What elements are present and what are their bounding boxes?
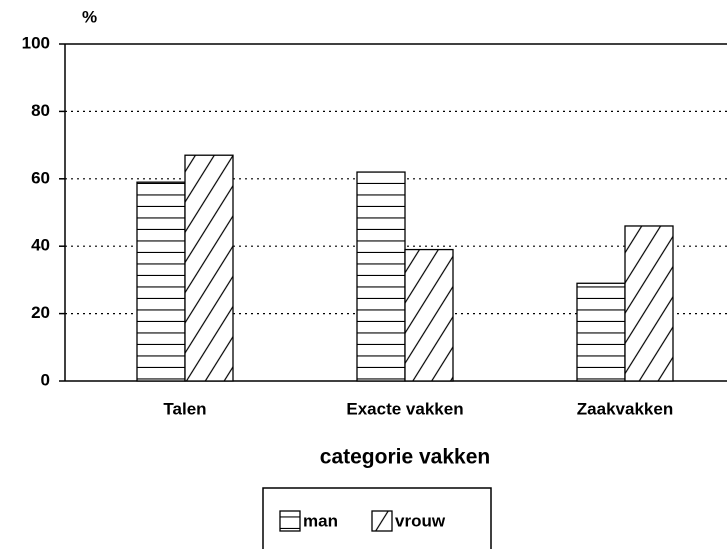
x-axis-label: categorie vakken <box>320 446 490 469</box>
y-axis-label: % <box>82 7 97 26</box>
x-tick-label: Zaakvakken <box>577 399 673 418</box>
y-tick-label: 80 <box>31 101 50 120</box>
legend-label: vrouw <box>395 511 446 530</box>
legend-swatch <box>279 510 301 532</box>
y-tick-label: 20 <box>31 303 50 322</box>
y-tick-label: 0 <box>41 370 50 389</box>
legend-label: man <box>303 511 338 530</box>
bar <box>184 154 234 382</box>
y-tick-label: 100 <box>22 33 50 52</box>
legend-swatch <box>371 510 393 532</box>
y-tick-label: 40 <box>31 236 50 255</box>
bar <box>576 282 626 382</box>
bar <box>356 171 406 382</box>
bar <box>624 225 674 382</box>
x-tick-label: Exacte vakken <box>346 399 463 418</box>
bar <box>136 181 186 382</box>
bar <box>404 248 454 382</box>
x-tick-label: Talen <box>163 399 206 418</box>
y-tick-label: 60 <box>31 168 50 187</box>
